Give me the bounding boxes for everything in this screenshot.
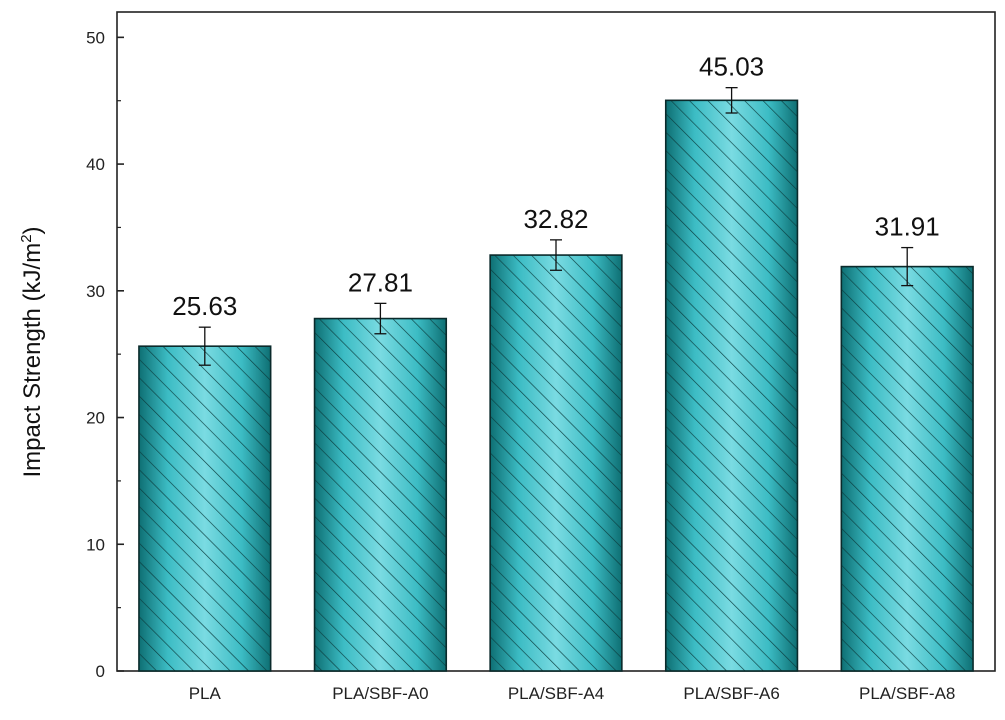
bar-hatch xyxy=(314,318,447,671)
error-bars xyxy=(198,87,914,366)
bar-value-label: 25.63 xyxy=(172,291,237,321)
bar-value-label: 45.03 xyxy=(699,52,764,82)
y-axis-title: Impact Strength (kJ/m2) xyxy=(18,226,46,477)
x-tick-label: PLA/SBF-A0 xyxy=(332,684,428,703)
x-tick-label: PLA/SBF-A4 xyxy=(508,684,604,703)
y-tick-label: 0 xyxy=(96,662,105,681)
y-axis-title-main: Impact Strength (kJ/m xyxy=(19,243,46,478)
bar-hatch xyxy=(138,346,271,671)
bar-hatch xyxy=(490,255,622,671)
value-labels: 25.63 27.81 32.82 45.03 31.91 xyxy=(172,52,939,322)
y-tick-label: 20 xyxy=(86,409,105,428)
bar-series xyxy=(138,99,974,672)
y-axis: 0 10 20 30 40 50 xyxy=(86,28,124,681)
bar-value-label: 31.91 xyxy=(875,212,940,242)
bar-hatch xyxy=(665,100,798,671)
x-tick-label: PLA xyxy=(189,684,222,703)
x-tick-label: PLA/SBF-A8 xyxy=(859,684,955,703)
bar-value-label: 32.82 xyxy=(523,204,588,234)
x-tick-label: PLA/SBF-A6 xyxy=(683,684,779,703)
y-axis-title-superscript: 2 xyxy=(18,234,35,242)
y-tick-label: 30 xyxy=(86,282,105,301)
x-axis: PLA PLA/SBF-A0 PLA/SBF-A4 PLA/SBF-A6 PLA/SBF… xyxy=(189,664,955,703)
y-axis-title-end: ) xyxy=(19,226,46,234)
bar-value-label: 27.81 xyxy=(348,267,413,297)
y-tick-label: 40 xyxy=(86,155,105,174)
y-tick-label: 50 xyxy=(86,28,105,47)
bar-hatch xyxy=(841,266,974,671)
y-tick-label: 10 xyxy=(86,535,105,554)
